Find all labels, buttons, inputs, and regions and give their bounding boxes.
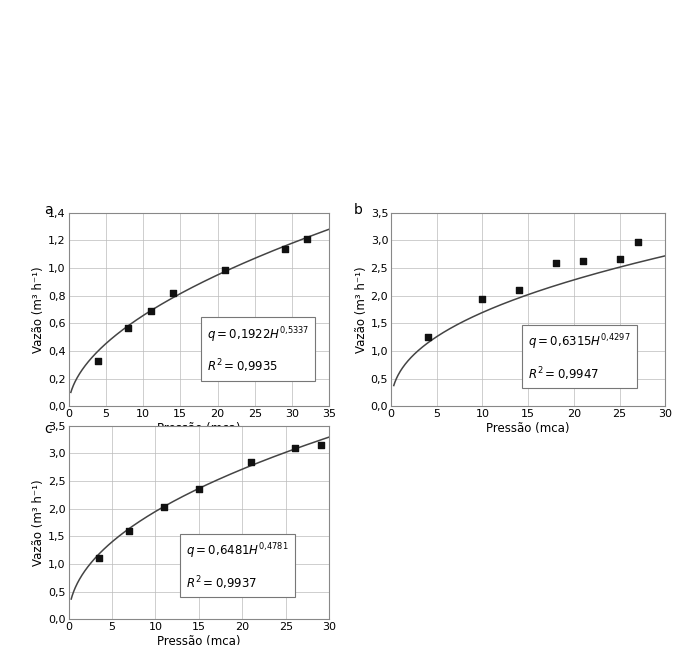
Point	[193, 484, 204, 495]
Text: b: b	[353, 203, 362, 217]
Point	[158, 502, 169, 512]
Point	[477, 293, 488, 304]
Text: $q = 0{,}1922H^{0{,}5337}$
$R^2 = 0{,}9935$: $q = 0{,}1922H^{0{,}5337}$ $R^2 = 0{,}99…	[206, 325, 309, 375]
Y-axis label: Vazão (m³ h⁻¹): Vazão (m³ h⁻¹)	[32, 479, 45, 566]
Point	[315, 440, 326, 450]
Text: $q = 0{,}6315H^{0{,}4297}$
$R^2 = 0{,}9947$: $q = 0{,}6315H^{0{,}4297}$ $R^2 = 0{,}99…	[528, 333, 630, 382]
Point	[220, 264, 230, 275]
Point	[123, 322, 134, 333]
Point	[578, 256, 589, 266]
Point	[93, 355, 104, 366]
Point	[614, 253, 625, 264]
Point	[632, 237, 643, 247]
Text: $q = 0{,}6481H^{0{,}4781}$
$R^2 = 0{,}9937$: $q = 0{,}6481H^{0{,}4781}$ $R^2 = 0{,}99…	[186, 542, 289, 591]
Point	[279, 244, 290, 254]
Point	[246, 457, 257, 467]
Point	[289, 442, 300, 453]
Point	[124, 526, 135, 536]
X-axis label: Pressão (mca): Pressão (mca)	[157, 635, 241, 645]
Y-axis label: Vazão (m³ h⁻¹): Vazão (m³ h⁻¹)	[32, 266, 45, 353]
Point	[167, 288, 178, 298]
Point	[422, 332, 433, 342]
X-axis label: Pressão (mca): Pressão (mca)	[486, 422, 570, 435]
Point	[93, 553, 104, 564]
Point	[550, 257, 561, 268]
Point	[145, 306, 156, 316]
Y-axis label: Vazão (m³ h⁻¹): Vazão (m³ h⁻¹)	[355, 266, 368, 353]
Text: a: a	[45, 203, 54, 217]
Text: c: c	[45, 422, 52, 437]
Point	[301, 234, 312, 244]
X-axis label: Pressão (mca): Pressão (mca)	[157, 422, 241, 435]
Point	[514, 285, 525, 295]
